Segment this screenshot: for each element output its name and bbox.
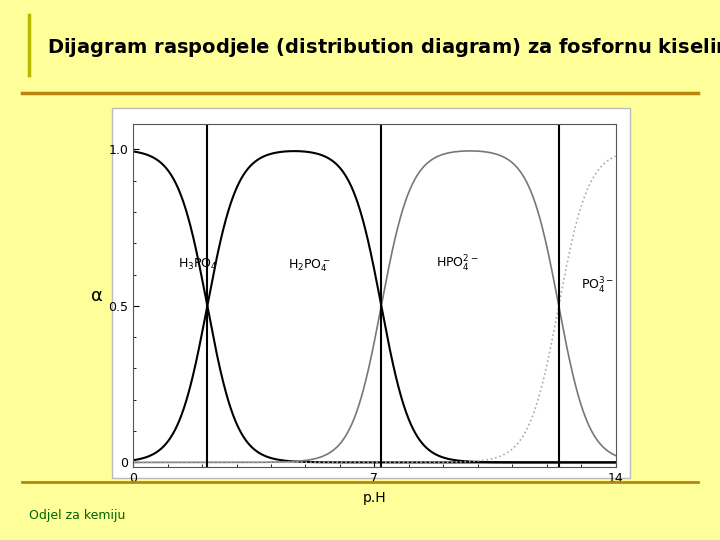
Text: HPO$_4^{2-}$: HPO$_4^{2-}$ bbox=[436, 254, 479, 274]
Text: Odjel za kemiju: Odjel za kemiju bbox=[29, 509, 125, 522]
FancyBboxPatch shape bbox=[112, 108, 630, 478]
Y-axis label: α: α bbox=[91, 287, 103, 305]
Text: H$_3$PO$_4$: H$_3$PO$_4$ bbox=[178, 257, 218, 272]
Text: PO$_4^{3-}$: PO$_4^{3-}$ bbox=[581, 276, 614, 296]
Text: H$_2$PO$_4^-$: H$_2$PO$_4^-$ bbox=[288, 257, 331, 274]
Text: Dijagram raspodjele (distribution diagram) za fosfornu kiselinu (H$_3$PO$_4$): Dijagram raspodjele (distribution diagra… bbox=[47, 36, 720, 58]
X-axis label: p.H: p.H bbox=[363, 490, 386, 504]
